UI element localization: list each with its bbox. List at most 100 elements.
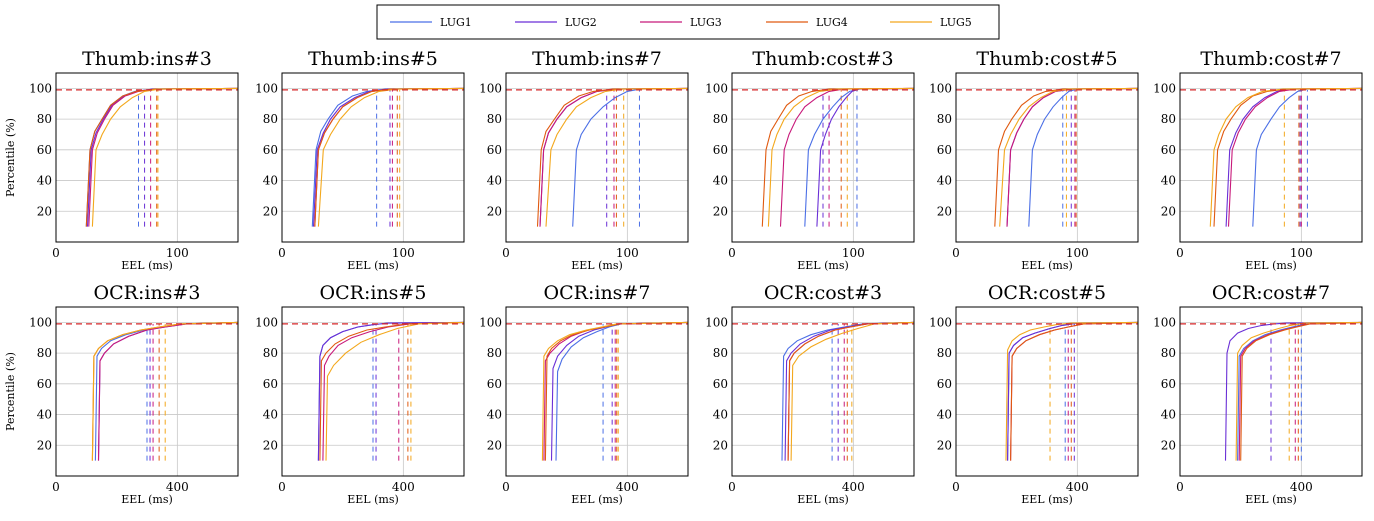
- series-line-lug1: [1028, 87, 1138, 227]
- y-tick-label: 40: [37, 408, 52, 422]
- plot-frame: [281, 72, 465, 243]
- series-line-lug2: [1225, 87, 1362, 227]
- series-line-lug5: [91, 87, 238, 227]
- plot-frame: [955, 306, 1139, 477]
- x-tick-label: 0: [952, 246, 960, 260]
- y-tick-label: 20: [713, 438, 728, 452]
- plot-frame: [55, 306, 239, 477]
- y-tick-label: 40: [713, 408, 728, 422]
- x-axis-label: EEL (ms): [571, 259, 623, 272]
- y-tick-label: 80: [713, 112, 728, 126]
- series-line-lug3: [543, 321, 688, 461]
- plot-frame: [55, 72, 239, 243]
- plot-area: [506, 87, 688, 227]
- x-tick-label: 400: [166, 480, 189, 494]
- series-line-lug2: [317, 321, 464, 461]
- x-tick-label: 0: [1176, 480, 1184, 494]
- plot-frame: [505, 306, 689, 477]
- series-line-lug5: [790, 321, 914, 461]
- y-tick-label: 80: [487, 112, 502, 126]
- x-axis-label: EEL (ms): [121, 493, 173, 506]
- panel-title: OCR:ins#7: [544, 282, 651, 304]
- y-tick-label: 60: [487, 143, 502, 157]
- y-tick-label: 20: [487, 438, 502, 452]
- y-tick-label: 20: [263, 438, 278, 452]
- series-line-lug5: [325, 321, 464, 461]
- plot-area: [732, 321, 914, 461]
- y-tick-label: 100: [29, 315, 52, 329]
- y-tick-label: 60: [37, 377, 52, 391]
- series-line-lug4: [314, 87, 464, 227]
- series-line-lug5: [1209, 87, 1362, 227]
- x-tick-label: 0: [728, 480, 736, 494]
- x-tick-label: 0: [728, 246, 736, 260]
- legend: LUG1 LUG2 LUG3 LUG4 LUG5: [376, 4, 1000, 40]
- y-tick-label: 80: [487, 346, 502, 360]
- plot-frame: [731, 306, 915, 477]
- x-tick-label: 400: [842, 480, 865, 494]
- series-line-lug5: [317, 87, 464, 227]
- series-line-lug3: [779, 87, 914, 227]
- series-line-lug3: [97, 321, 238, 461]
- y-tick-label: 40: [263, 174, 278, 188]
- y-tick-label: 100: [705, 315, 728, 329]
- y-axis-label: Percentile (%): [4, 352, 17, 431]
- y-tick-label: 80: [37, 346, 52, 360]
- panel-title: Thumb:ins#5: [308, 48, 438, 70]
- y-tick-label: 40: [37, 174, 52, 188]
- y-tick-label: 80: [1161, 346, 1176, 360]
- x-tick-label: 100: [392, 246, 415, 260]
- panel-title: Thumb:ins#3: [82, 48, 212, 70]
- y-tick-label: 40: [487, 174, 502, 188]
- y-tick-label: 100: [1153, 315, 1176, 329]
- x-axis-label: EEL (ms): [1021, 493, 1073, 506]
- x-tick-label: 100: [842, 246, 865, 260]
- y-tick-label: 60: [487, 377, 502, 391]
- plot-area: [1180, 321, 1362, 461]
- panel-title: OCR:cost#3: [764, 282, 882, 304]
- plot-area: [282, 87, 464, 227]
- x-tick-label: 100: [1066, 246, 1089, 260]
- y-tick-label: 60: [37, 143, 52, 157]
- series-line-lug2: [1007, 321, 1138, 461]
- y-tick-label: 80: [37, 112, 52, 126]
- y-tick-label: 100: [929, 81, 952, 95]
- y-tick-label: 60: [263, 143, 278, 157]
- x-tick-label: 0: [278, 246, 286, 260]
- panel-title: OCR:cost#5: [988, 282, 1106, 304]
- x-tick-label: 0: [502, 480, 510, 494]
- x-tick-label: 100: [166, 246, 189, 260]
- series-line-lug1: [572, 87, 688, 227]
- series-line-lug5: [1235, 321, 1362, 461]
- series-line-lug3: [88, 87, 238, 227]
- series-line-lug1: [1237, 321, 1362, 461]
- y-tick-label: 40: [263, 408, 278, 422]
- panel-grid: Thumb:ins#3 20 40 60 80 100 0 100 EEL (ms) Percen…: [4, 48, 1363, 506]
- x-tick-label: 400: [616, 480, 639, 494]
- y-tick-label: 60: [713, 377, 728, 391]
- series-line-lug4: [1010, 321, 1138, 461]
- legend-label-lug4: LUG4: [816, 16, 848, 29]
- panel-title: OCR:cost#7: [1212, 282, 1330, 304]
- y-tick-label: 20: [937, 438, 952, 452]
- panel-title: Thumb:cost#7: [1200, 48, 1341, 70]
- y-tick-label: 20: [713, 204, 728, 218]
- series-line-lug4: [787, 321, 914, 461]
- series-line-lug3: [1238, 321, 1362, 461]
- y-tick-label: 60: [263, 377, 278, 391]
- y-tick-label: 100: [929, 315, 952, 329]
- legend-label-lug1: LUG1: [440, 16, 472, 29]
- series-line-lug2: [312, 87, 464, 227]
- series-line-lug2: [784, 321, 914, 461]
- x-axis-label: EEL (ms): [571, 493, 623, 506]
- y-tick-label: 20: [487, 204, 502, 218]
- plot-area: [506, 321, 688, 461]
- y-tick-label: 100: [479, 81, 502, 95]
- series-line-lug1: [555, 321, 688, 461]
- plot-area: [732, 87, 914, 227]
